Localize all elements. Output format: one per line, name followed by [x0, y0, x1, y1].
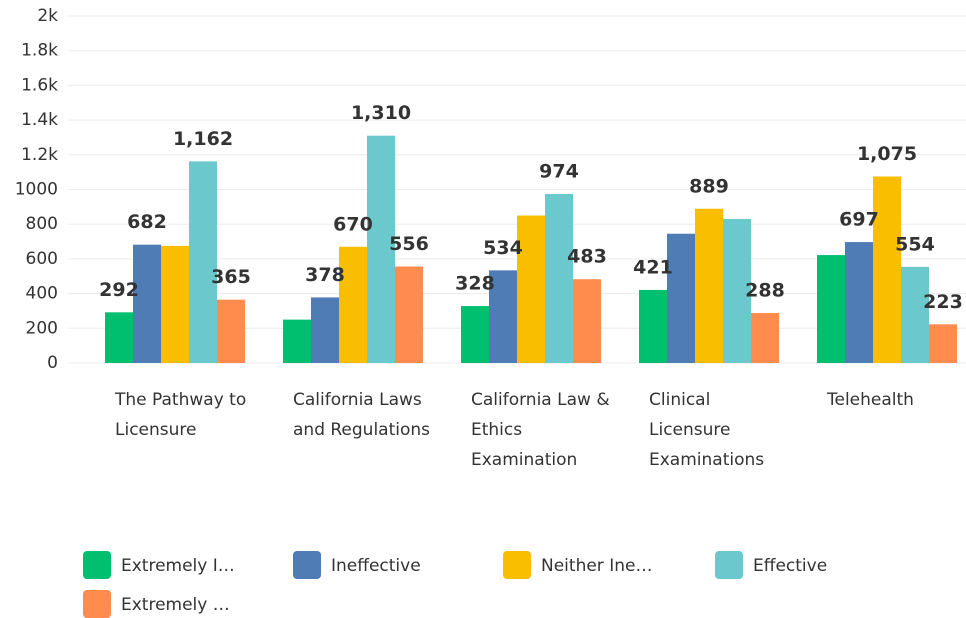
data-label: 365 [211, 266, 251, 288]
data-label: 292 [99, 279, 139, 301]
data-label: 421 [633, 256, 673, 278]
x-tick-label: California Laws and Regulations [293, 390, 431, 440]
bar [311, 297, 339, 363]
bar [489, 270, 517, 363]
data-label: 974 [539, 161, 579, 183]
bar [133, 244, 161, 363]
bar [217, 299, 245, 363]
y-tick-label: 2k [37, 6, 58, 26]
legend-swatch [83, 590, 111, 618]
bar [817, 255, 845, 363]
data-label: 556 [389, 233, 429, 255]
bar [639, 289, 667, 363]
bar [283, 319, 311, 363]
data-label: 223 [923, 291, 963, 313]
data-label: 328 [455, 273, 495, 295]
data-label: 378 [305, 264, 345, 286]
bar [873, 176, 901, 363]
legend-label: Neither Ine… [541, 556, 652, 576]
y-tick-label: 1.6k [21, 75, 58, 95]
data-label: 483 [567, 246, 607, 268]
bar [723, 218, 751, 363]
data-label: 1,162 [173, 128, 233, 150]
bar [845, 242, 873, 363]
bar [105, 312, 133, 363]
x-tick-label: Telehealth [827, 390, 914, 410]
x-tick-label: California Law & Ethics Examination [471, 390, 610, 470]
data-label: 288 [745, 280, 785, 302]
data-label: 1,075 [857, 143, 917, 165]
bar [161, 245, 189, 363]
bar [667, 233, 695, 363]
legend-swatch [503, 551, 531, 579]
y-tick-label: 1.8k [21, 41, 58, 61]
legend-swatch [83, 551, 111, 579]
y-tick-label: 0 [47, 353, 58, 373]
data-label: 682 [127, 211, 167, 233]
y-tick-label: 600 [26, 249, 58, 269]
bar [573, 279, 601, 363]
bar [695, 208, 723, 363]
bar [751, 313, 779, 363]
legend-swatch [293, 551, 321, 579]
bar [901, 266, 929, 363]
bar [395, 266, 423, 363]
y-tick-label: 800 [26, 214, 58, 234]
y-tick-label: 1.2k [21, 145, 58, 165]
y-tick-label: 1.4k [21, 110, 58, 130]
bar [461, 306, 489, 363]
y-tick-label: 1000 [15, 180, 58, 200]
bar [367, 135, 395, 363]
y-tick-label: 400 [26, 284, 58, 304]
data-label: 889 [689, 175, 729, 197]
data-label: 1,310 [351, 102, 411, 124]
data-label: 554 [895, 233, 935, 255]
y-tick-label: 200 [26, 318, 58, 338]
bar [189, 161, 217, 363]
data-label: 534 [483, 237, 523, 259]
bar [545, 194, 573, 363]
bar [929, 324, 957, 363]
legend-swatch [715, 551, 743, 579]
legend-label: Extremely … [121, 595, 230, 615]
data-label: 697 [839, 209, 879, 231]
data-label: 670 [333, 213, 373, 235]
legend-label: Effective [753, 556, 827, 576]
bar [517, 215, 545, 363]
legend-label: Ineffective [331, 556, 421, 576]
x-tick-label: Clinical Licensure Examinations [649, 390, 765, 470]
legend-label: Extremely I… [121, 556, 235, 576]
bar [339, 246, 367, 363]
x-tick-label: The Pathway to Licensure [115, 390, 247, 440]
